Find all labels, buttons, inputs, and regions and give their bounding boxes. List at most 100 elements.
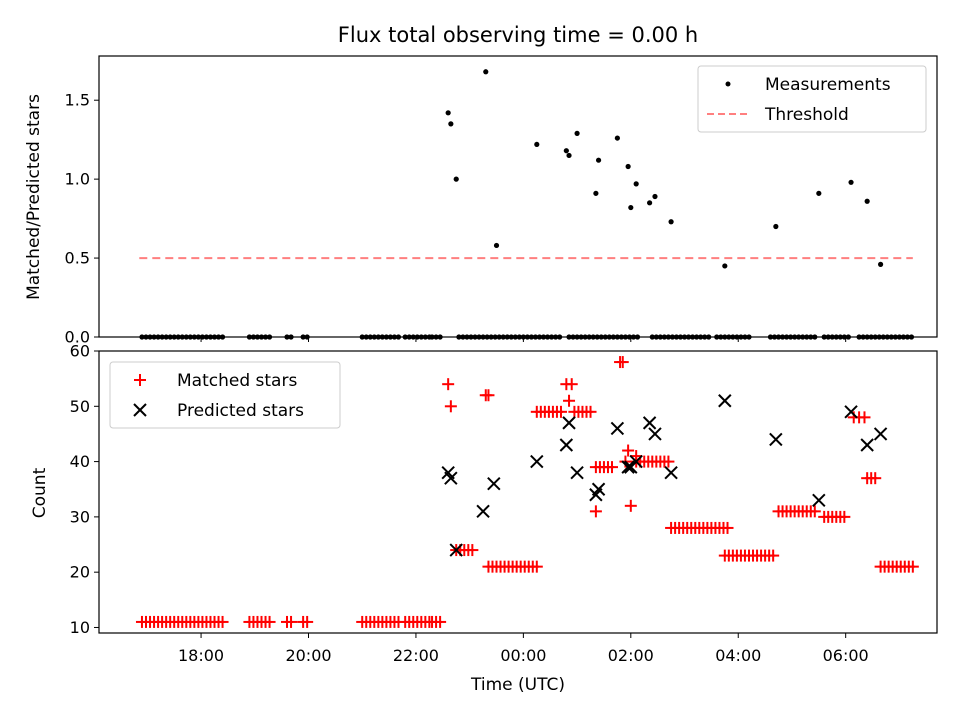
measurement-point: [139, 334, 145, 340]
matched-stars-point: [434, 615, 447, 628]
matched-stars-point: [721, 521, 734, 534]
measurement-point: [563, 148, 569, 154]
measurement-point: [574, 334, 580, 340]
measurement-point: [796, 334, 802, 340]
predicted-stars-point: [860, 438, 874, 452]
predicted-stars-point: [718, 394, 732, 408]
legend-matched-label: Matched stars: [177, 371, 297, 391]
measurement-point: [816, 190, 822, 196]
matched-stars-point: [563, 394, 576, 407]
measurement-point: [488, 334, 494, 340]
measurement-point: [155, 334, 161, 340]
measurement-point: [203, 334, 210, 340]
measurement-point: [500, 334, 506, 340]
measurement-point: [578, 334, 584, 340]
measurement-point: [593, 190, 599, 196]
measurement-point: [829, 334, 835, 340]
measurement-point: [653, 334, 659, 340]
legend-measurements-marker: [725, 81, 731, 87]
count-plot-frame: [98, 350, 938, 634]
matched-stars-point: [858, 411, 871, 424]
measurement-point: [520, 334, 526, 340]
x-tick-label: 20:00: [285, 646, 331, 665]
measurement-point: [833, 334, 839, 340]
measurement-point: [191, 334, 197, 340]
measurement-point: [195, 334, 201, 340]
matched-stars-point: [906, 560, 919, 573]
measurement-point: [406, 334, 412, 340]
measurement-point: [726, 334, 732, 340]
matched-stars-point: [444, 400, 457, 413]
predicted-stars-point: [844, 405, 858, 419]
matched-stars-point: [565, 378, 578, 391]
measurement-point: [395, 334, 402, 340]
measurement-point: [433, 334, 439, 340]
measurement-point: [586, 334, 592, 340]
count-legend: Matched stars Predicted stars: [109, 361, 341, 429]
measurement-point: [262, 334, 269, 340]
y-tick-label: 1.0: [65, 170, 90, 189]
predicted-stars-point: [487, 476, 501, 491]
legend-threshold-label: Threshold: [764, 105, 849, 125]
x-tick-label: 22:00: [393, 646, 439, 665]
measurement-point: [698, 334, 704, 340]
measurement-point: [492, 334, 498, 340]
matched-stars-point: [554, 405, 567, 418]
measurement-point: [566, 152, 572, 159]
measurement-point: [582, 334, 588, 340]
x-tick-label: 06:00: [823, 646, 869, 665]
matched-stars-point: [589, 505, 602, 518]
predicted-stars-point: [873, 427, 888, 441]
measurement-point: [536, 334, 543, 340]
predicted-stars-point: [769, 432, 783, 447]
measurement-point: [837, 334, 843, 340]
matched-stars-point: [466, 544, 479, 557]
matched-stars-point: [869, 472, 882, 485]
measurement-point: [804, 334, 810, 340]
measurement-point: [742, 334, 748, 340]
measurement-point: [548, 334, 555, 340]
measurement-point: [219, 334, 226, 340]
measurement-point: [647, 200, 653, 206]
predicted-stars-point: [621, 460, 635, 474]
matched-stars-point: [624, 499, 637, 512]
measurement-point: [516, 334, 522, 340]
matched-stars-point: [662, 455, 675, 468]
measurement-point: [159, 334, 165, 340]
measurement-point: [266, 334, 273, 340]
measurement-point: [418, 334, 424, 340]
measurement-point: [884, 334, 890, 340]
measurement-point: [808, 334, 814, 340]
measurement-point: [472, 334, 478, 340]
measurement-point: [508, 334, 514, 340]
measurement-point: [685, 334, 692, 340]
measurement-point: [553, 334, 559, 340]
matched-stars-point: [584, 405, 597, 418]
measurement-point: [821, 334, 827, 340]
legend-matched-marker: [134, 374, 146, 386]
measurement-point: [775, 334, 782, 340]
measurement-point: [665, 334, 672, 340]
measurement-point: [480, 334, 486, 340]
measurement-point: [661, 334, 667, 340]
measurement-point: [689, 334, 696, 340]
predicted-stars-point: [664, 465, 678, 480]
measurement-point: [199, 334, 206, 340]
measurement-point: [414, 334, 420, 340]
measurement-point: [614, 135, 620, 141]
measurement-point: [788, 334, 794, 340]
measurement-point: [626, 334, 633, 340]
measurement-point: [618, 334, 625, 340]
measurement-point: [668, 219, 674, 225]
measurement-point: [595, 157, 602, 163]
measurement-point: [610, 334, 616, 340]
predicted-stars-point: [812, 493, 826, 508]
measurement-point: [175, 334, 181, 340]
matched-stars-point: [616, 356, 629, 369]
y-tick-label: 30: [70, 507, 90, 526]
measurement-point: [288, 334, 294, 340]
measurement-point: [402, 334, 408, 340]
measurement-point: [476, 334, 482, 340]
measurement-point: [876, 334, 882, 340]
